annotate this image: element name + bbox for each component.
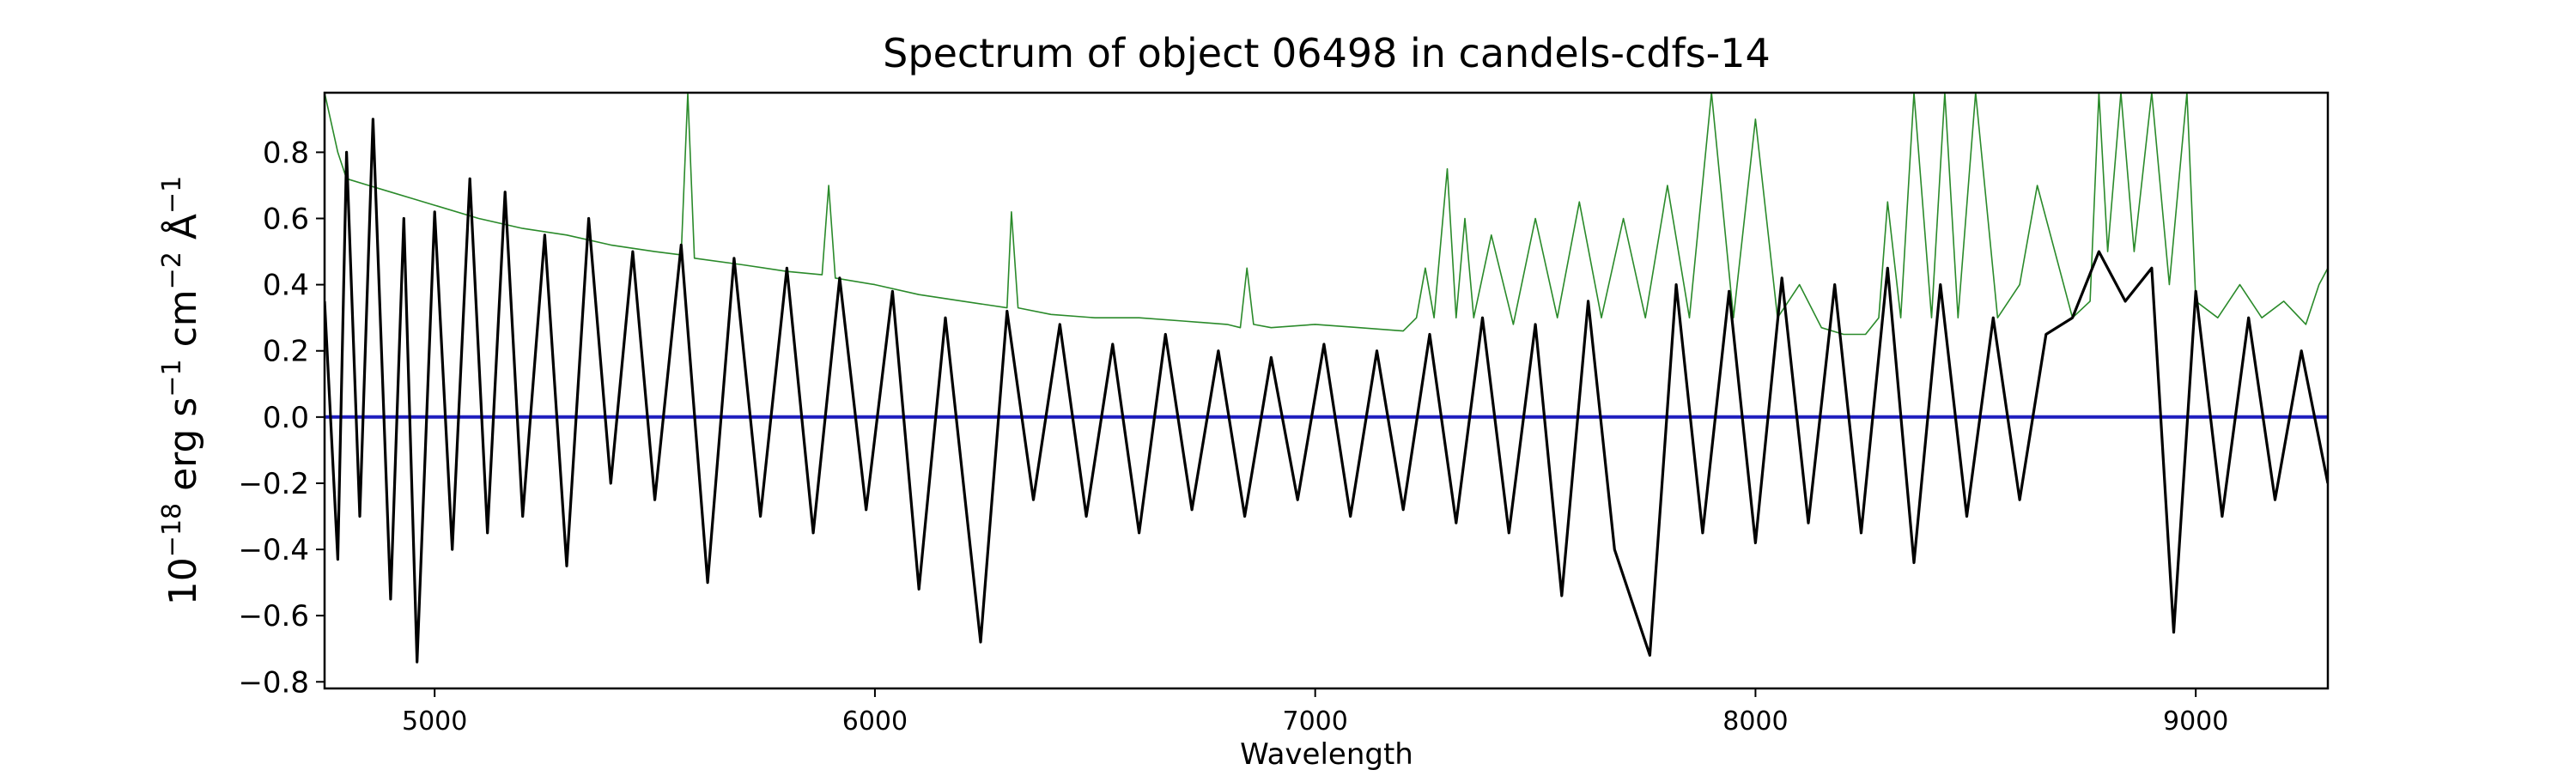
y-label-exp-flux: −18 bbox=[157, 503, 187, 557]
y-label-ang: Å bbox=[160, 214, 205, 252]
series-group bbox=[325, 93, 2328, 664]
y-axis: −0.8 −0.6 −0.4 −0.2 0.0 0.2 0.4 0.6 0.8 bbox=[238, 136, 325, 700]
y-tick-label: 0.4 bbox=[263, 269, 309, 303]
y-label-base: 10 bbox=[161, 557, 205, 605]
series-error-line bbox=[325, 93, 2328, 336]
y-tick-label: −0.8 bbox=[238, 665, 309, 700]
y-tick-label: 0.2 bbox=[263, 335, 309, 369]
chart-title: Spectrum of object 06498 in candels-cdfs… bbox=[883, 30, 1771, 76]
x-tick-label: 6000 bbox=[842, 706, 908, 737]
x-axis: 5000 6000 7000 8000 9000 bbox=[402, 688, 2228, 737]
y-tick-label: −0.4 bbox=[238, 533, 309, 567]
y-tick-label: 0.0 bbox=[263, 401, 309, 435]
x-tick-label: 9000 bbox=[2163, 706, 2228, 737]
plot-area bbox=[323, 91, 2330, 690]
y-tick-label: 0.6 bbox=[263, 203, 309, 237]
x-tick-label: 8000 bbox=[1722, 706, 1788, 737]
y-label-exp-s: −1 bbox=[157, 359, 187, 397]
y-label-erg: erg s bbox=[161, 397, 205, 503]
y-tick-label: −0.6 bbox=[238, 599, 309, 634]
y-label-exp-cm: −2 bbox=[157, 252, 187, 289]
y-label-cm: cm bbox=[161, 289, 205, 359]
plot-frame bbox=[323, 91, 2330, 690]
y-tick-label: −0.2 bbox=[238, 467, 309, 501]
x-tick-label: 5000 bbox=[402, 706, 467, 737]
y-tick-label: 0.8 bbox=[263, 136, 309, 170]
series-flux-line bbox=[325, 118, 2328, 664]
y-axis-label: 10−18 erg s−1 cm−2 Å−1 bbox=[157, 176, 205, 605]
y-label-exp-ang: −1 bbox=[157, 176, 187, 214]
x-axis-label: Wavelength bbox=[1240, 737, 1413, 772]
x-tick-label: 7000 bbox=[1283, 706, 1348, 737]
